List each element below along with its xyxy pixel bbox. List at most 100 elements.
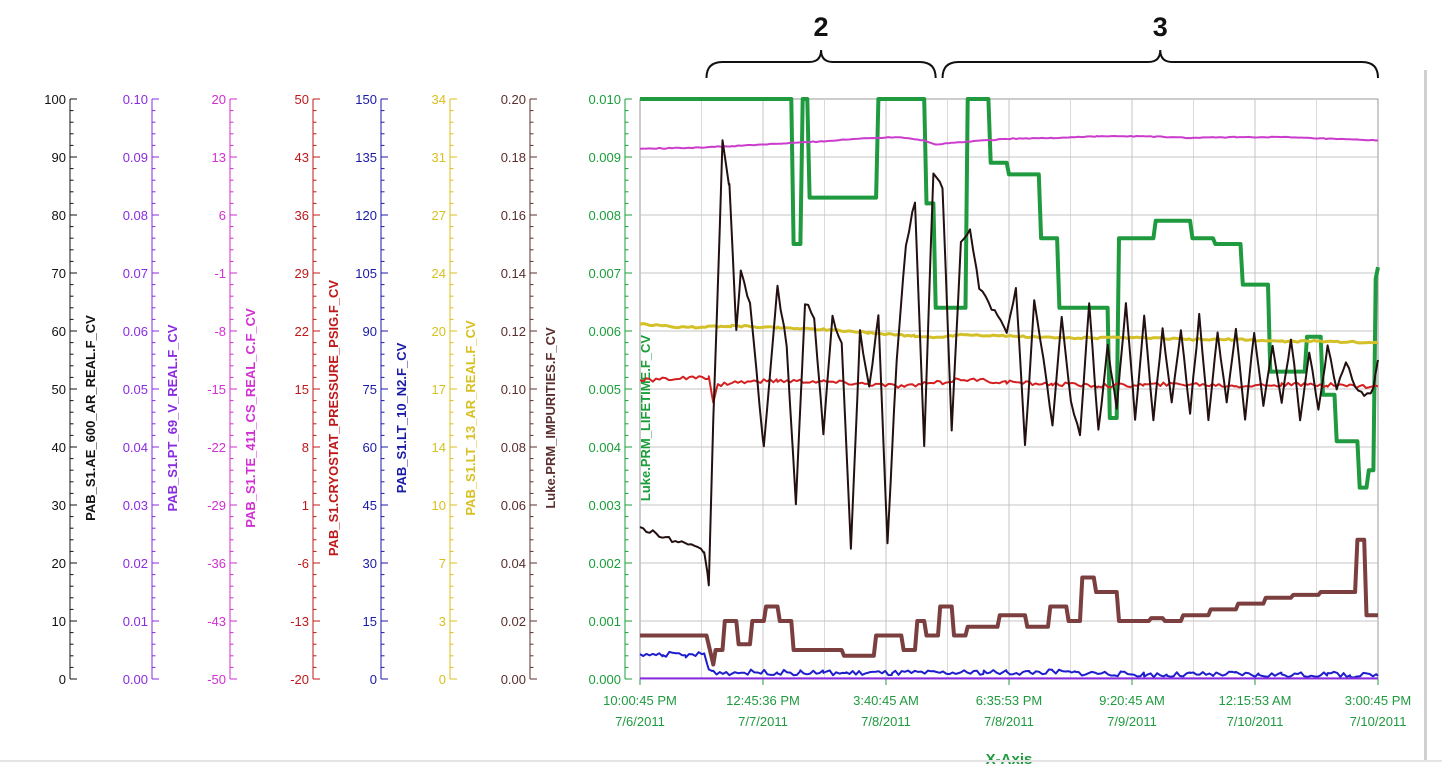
y-axis-5: 0 15 30 45 60 75 90 105 120 135 150 PAB_S1.LT_10_N2… bbox=[355, 92, 409, 687]
x-tick-label-date: 7/10/2011 bbox=[1350, 714, 1407, 729]
axis-tick-label: 90 bbox=[363, 324, 377, 339]
x-tick-label-date: 7/8/2011 bbox=[984, 714, 1034, 729]
axis-tick-label: 105 bbox=[355, 266, 377, 281]
y-axis-1: 0 10 20 30 40 50 60 70 80 90 100 PAB_S1.AE_600_AR_R… bbox=[44, 92, 98, 687]
axis-tick-label: -1 bbox=[214, 266, 226, 281]
x-axis: 10:00:45 PM 7/6/2011 12:45:36 PM 7/7/2011 3:… bbox=[603, 679, 1411, 768]
axis-tick-label: 0.07 bbox=[123, 266, 148, 281]
axis-tick-label: 0.00 bbox=[123, 672, 148, 687]
axis-tick-label: -20 bbox=[290, 672, 309, 687]
axis-tick-label: 0.04 bbox=[123, 440, 148, 455]
axis-tick-label: 0.06 bbox=[501, 498, 526, 513]
axis-tick-label: 90 bbox=[52, 150, 66, 165]
axis-tick-label: 0.14 bbox=[501, 266, 526, 281]
series-line-luke-prm-lifetime-f-cv bbox=[640, 97, 1380, 490]
annotation-label: 3 bbox=[1153, 12, 1168, 42]
axis-title: PAB_S1.LT_13_AR_REAL.F_CV bbox=[463, 320, 478, 516]
y-axis-8: 0.000 0.001 0.002 0.003 0.004 0.005 0.006 0.007… bbox=[588, 92, 653, 687]
axis-tick-label: 0.08 bbox=[501, 440, 526, 455]
axis-tick-label: 36 bbox=[295, 208, 309, 223]
series-line-luke-prm-impurities-f-cv bbox=[640, 537, 1378, 667]
axis-title: Luke.PRM_IMPURITIES.F_CV bbox=[543, 327, 558, 509]
axis-tick-label: -22 bbox=[207, 440, 226, 455]
axis-title: PAB_S1.AE_600_AR_REAL.F_CV bbox=[83, 315, 98, 521]
x-tick-label-time: 10:00:45 PM bbox=[603, 693, 677, 708]
x-tick-label-time: 9:20:45 AM bbox=[1099, 693, 1165, 708]
axis-tick-label: 0.16 bbox=[501, 208, 526, 223]
x-tick-label-time: 6:35:53 PM bbox=[976, 693, 1043, 708]
axis-tick-label: 0 bbox=[59, 672, 66, 687]
axis-tick-label: 20 bbox=[432, 324, 446, 339]
x-tick-label-time: 3:00:45 PM bbox=[1345, 693, 1412, 708]
y-axis-6: 0 3 7 10 14 17 20 24 27 31 34 PAB_S1.LT_13_AR_REAL.… bbox=[432, 92, 478, 687]
axis-tick-label: 0.010 bbox=[588, 92, 621, 107]
axis-tick-label: 0.008 bbox=[588, 208, 621, 223]
axis-tick-label: 43 bbox=[295, 150, 309, 165]
axis-tick-label: 50 bbox=[52, 382, 66, 397]
axis-tick-label: 0.05 bbox=[123, 382, 148, 397]
axis-tick-label: -8 bbox=[214, 324, 226, 339]
axis-tick-label: 20 bbox=[212, 92, 226, 107]
x-tick-label-time: 12:15:53 AM bbox=[1219, 693, 1292, 708]
axis-tick-label: 0.06 bbox=[123, 324, 148, 339]
axis-tick-label: 0.02 bbox=[501, 614, 526, 629]
axis-tick-label: 70 bbox=[52, 266, 66, 281]
series-line-pab-s1-te-411-cs-real-c-f-cv bbox=[639, 135, 1379, 150]
axis-tick-label: 10 bbox=[52, 614, 66, 629]
axis-tick-label: -15 bbox=[207, 382, 226, 397]
axis-tick-label: 0.007 bbox=[588, 266, 621, 281]
axis-tick-label: 0.01 bbox=[123, 614, 148, 629]
axis-tick-label: 20 bbox=[52, 556, 66, 571]
series-line-pab-s1-lt-10-n2-f-cv bbox=[639, 650, 1379, 679]
axis-tick-label: 0.02 bbox=[123, 556, 148, 571]
axis-tick-label: 120 bbox=[355, 208, 377, 223]
axis-tick-label: 8 bbox=[302, 440, 309, 455]
axis-tick-label: 15 bbox=[295, 382, 309, 397]
axis-tick-label: 60 bbox=[52, 324, 66, 339]
axis-tick-label: 24 bbox=[432, 266, 446, 281]
axis-tick-label: 22 bbox=[295, 324, 309, 339]
axis-tick-label: 13 bbox=[212, 150, 226, 165]
axis-tick-label: 0 bbox=[439, 672, 446, 687]
y-axis-2: 0.00 0.01 0.02 0.03 0.04 0.05 0.06 0.07 0.08 0.09… bbox=[123, 92, 180, 687]
axis-title: PAB_S1.PT_69_V_REAL.F_CV bbox=[165, 324, 180, 511]
axis-tick-label: 0.004 bbox=[588, 440, 621, 455]
series-line-luke-prm-impurities-f-cv bbox=[639, 139, 1379, 587]
axis-tick-label: 150 bbox=[355, 92, 377, 107]
axis-tick-label: 0.009 bbox=[588, 150, 621, 165]
plot-area bbox=[639, 98, 1379, 680]
axis-tick-label: 80 bbox=[52, 208, 66, 223]
axis-tick-label: 0 bbox=[370, 672, 377, 687]
axis-tick-label: 75 bbox=[363, 382, 377, 397]
axis-tick-label: -36 bbox=[207, 556, 226, 571]
axis-tick-label: 100 bbox=[44, 92, 66, 107]
axis-tick-label: 6 bbox=[219, 208, 226, 223]
x-tick-label-time: 12:45:36 PM bbox=[726, 693, 800, 708]
axis-tick-label: 0.001 bbox=[588, 614, 621, 629]
axis-tick-label: 0.002 bbox=[588, 556, 621, 571]
axis-tick-label: -6 bbox=[297, 556, 309, 571]
window-bottom-edge bbox=[0, 760, 1442, 762]
axis-tick-label: 3 bbox=[439, 614, 446, 629]
axis-tick-label: 30 bbox=[52, 498, 66, 513]
axis-tick-label: 0.03 bbox=[123, 498, 148, 513]
axis-tick-label: 27 bbox=[432, 208, 446, 223]
annotation-brace bbox=[705, 49, 937, 79]
x-tick-label-date: 7/9/2011 bbox=[1107, 714, 1157, 729]
y-axis-7: 0.00 0.02 0.04 0.06 0.08 0.10 0.12 0.14 0.16 0.18… bbox=[501, 92, 558, 687]
annotation-brace bbox=[941, 49, 1379, 79]
axis-tick-label: 0.00 bbox=[501, 672, 526, 687]
axis-title: PAB_S1.TE_411_CS_REAL_C.F_CV bbox=[243, 308, 258, 528]
axis-tick-label: 31 bbox=[432, 150, 446, 165]
series-layer bbox=[639, 97, 1380, 680]
axis-tick-label: 0.18 bbox=[501, 150, 526, 165]
x-tick-label-date: 7/7/2011 bbox=[738, 714, 788, 729]
window-edge bbox=[1424, 70, 1427, 760]
axis-tick-label: 50 bbox=[295, 92, 309, 107]
axis-tick-label: 0.12 bbox=[501, 324, 526, 339]
axis-tick-label: -29 bbox=[207, 498, 226, 513]
axis-tick-label: 135 bbox=[355, 150, 377, 165]
y-axis-3: -50 -43 -36 -29 -22 -15 -8 -1 6 13 20 PAB_S1.TE_411… bbox=[207, 92, 258, 687]
